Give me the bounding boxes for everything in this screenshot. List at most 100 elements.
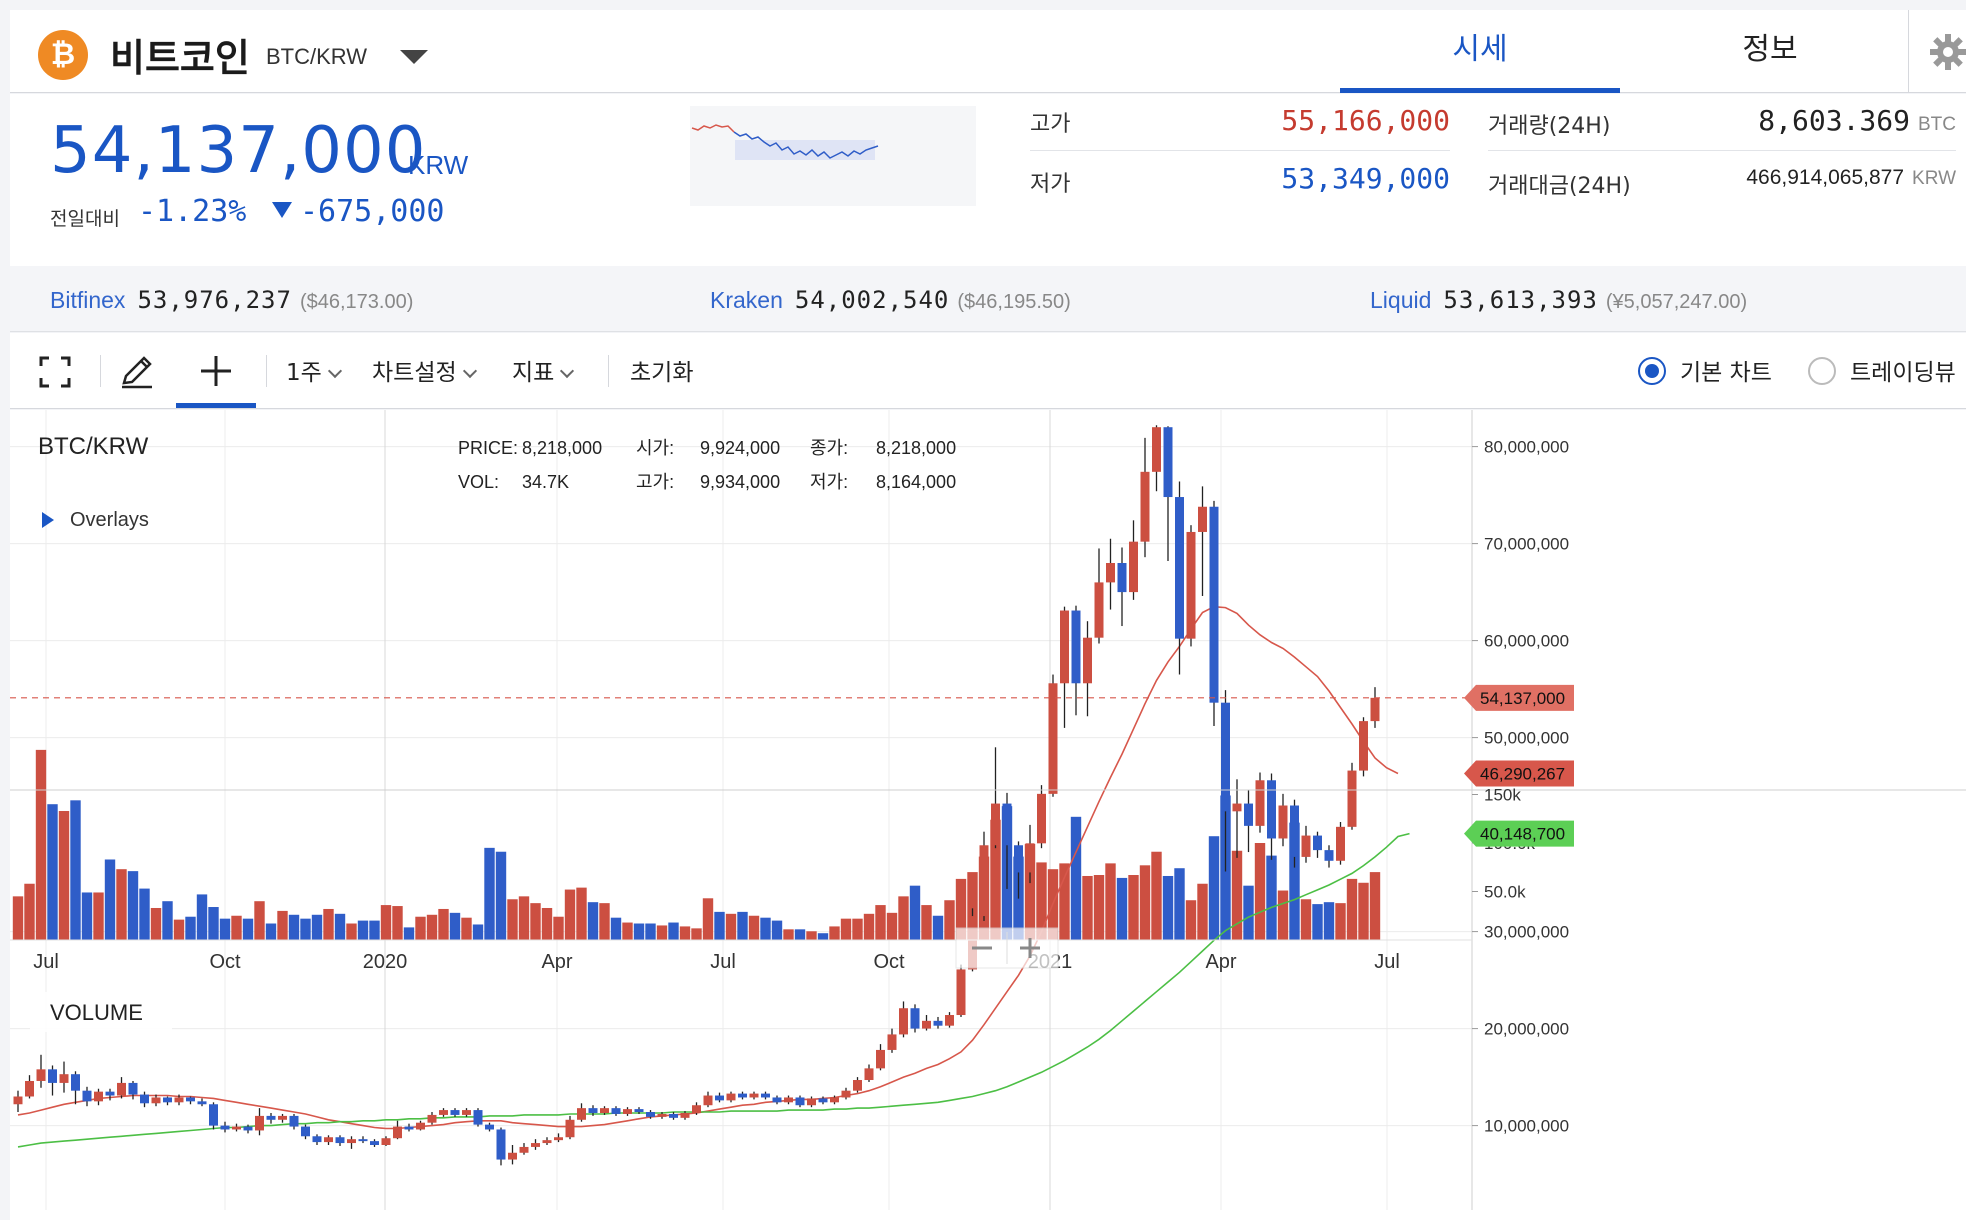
candle-body [749,1093,759,1098]
volume-bar [691,928,702,940]
tab-market[interactable]: 시세 [1340,10,1620,93]
period-dropdown[interactable]: 1주 [286,353,342,387]
candle-body [496,1129,506,1160]
zoom-in-icon[interactable] [1020,938,1040,958]
tab-info[interactable]: 정보 [1742,32,1798,67]
chevron-down-icon [560,363,575,379]
chevron-down-icon [462,363,477,379]
x-tick-label: Jul [1374,951,1400,973]
volume-bar [1208,836,1220,940]
candle-body [1071,610,1081,684]
volume-bar [1093,875,1105,940]
candle-body [646,1112,655,1117]
tradingview-radio[interactable] [1808,357,1836,385]
exchange-foreign-price: ($46,195.50) [957,291,1071,313]
y-tick-label: 80,000,000 [1484,438,1569,457]
volume-bar [35,749,47,940]
indicators-dropdown[interactable]: 지표 [512,353,575,387]
candle-body [692,1105,701,1113]
ma-long-tag-text: 40,148,700 [1480,825,1565,844]
volume-bar [12,896,24,940]
volume-bar [518,896,530,940]
volume-bar [173,919,185,940]
legend-vol-value: 34.7K [522,472,569,492]
overlays-label[interactable]: Overlays [70,509,149,531]
basic-chart-radio[interactable] [1638,357,1666,385]
gear-icon[interactable] [1928,32,1966,72]
volume-unit: BTC [1918,114,1956,135]
reset-button[interactable]: 초기화 [630,360,694,386]
exchange-name[interactable]: Bitfinex [50,287,126,313]
tradingview-label[interactable]: 트레이딩뷰 [1850,360,1956,386]
chart-area[interactable]: 80,000,000 70,000,000 60,000,000 50,000,000… [10,410,1966,1220]
candle-body [956,969,966,1016]
indicators-label: 지표 [512,360,555,386]
volume-bar [415,916,426,940]
period-label: 1주 [286,360,322,386]
volume-bar [162,901,173,940]
candle-body [197,1101,207,1105]
legend-open-label: 시가: [636,438,674,458]
exchange-name[interactable]: Liquid [1370,287,1432,313]
exchange-kraken: Kraken 54,002,540 ($46,195.50) [710,286,1071,314]
pencil-icon[interactable] [118,353,156,391]
current-price-tag-bg [1464,684,1574,711]
candle-body [542,1140,552,1144]
candle-body [324,1137,333,1143]
price-chart[interactable]: 80,000,000 70,000,000 60,000,000 50,000,000… [10,410,1966,1220]
candle-body [128,1082,138,1095]
chevron-down-icon [327,363,342,379]
fullscreen-icon[interactable] [38,355,72,389]
candle-body [531,1143,540,1147]
volume-bar [1277,890,1289,940]
y-tick-label: 60,000,000 [1484,632,1569,651]
volume-bar [633,923,645,940]
vol-tick-label: 150k [1484,786,1521,805]
candle-body [1198,506,1207,532]
overlays-toggle-icon[interactable] [42,512,54,528]
exchange-price: 53,976,237 [137,286,292,314]
candle-body [554,1137,563,1141]
volume-bar [645,923,656,940]
volume-bar [1312,904,1323,940]
volume-bar [599,903,610,940]
crosshair-icon[interactable] [198,353,234,389]
volume-bar [150,907,162,940]
candle-body [1324,850,1334,861]
exchange-name[interactable]: Kraken [710,287,783,313]
volume-bar [898,896,909,940]
candle-body [140,1094,149,1104]
volume-bar [1289,822,1300,940]
down-arrow-icon [272,202,292,218]
volume-bar [679,926,691,940]
exchange-bitfinex: Bitfinex 53,976,237 ($46,173.00) [50,286,413,314]
candle-body [1278,805,1288,839]
volume-bar [311,914,323,940]
candle-body [473,1110,483,1125]
candle-body [1083,637,1092,684]
candle-body [255,1115,264,1131]
volume-bar [116,869,127,940]
candle-body [1186,531,1196,639]
volume-bar [875,905,886,940]
candle-body [611,1108,621,1114]
volume-bar [334,913,346,940]
volume-bar [944,900,955,940]
candle-body [232,1126,241,1130]
legend-close-label: 종가: [810,438,848,458]
chart-settings-dropdown[interactable]: 차트설정 [372,353,477,387]
mini-sparkline [690,106,976,206]
candle-body [404,1126,414,1130]
basic-chart-label[interactable]: 기본 차트 [1680,360,1772,386]
candle-body [186,1097,195,1102]
candle-body [634,1109,644,1113]
coin-select-caret-icon[interactable] [400,50,428,64]
candle-body [565,1119,575,1138]
candle-body [151,1097,161,1104]
candle-body [13,1096,23,1105]
candle-body [174,1097,184,1103]
exchange-foreign-price: (¥5,057,247.00) [1605,291,1748,313]
volume-bar [748,915,760,940]
turnover-unit: KRW [1912,168,1956,189]
volume-bar [967,872,978,940]
